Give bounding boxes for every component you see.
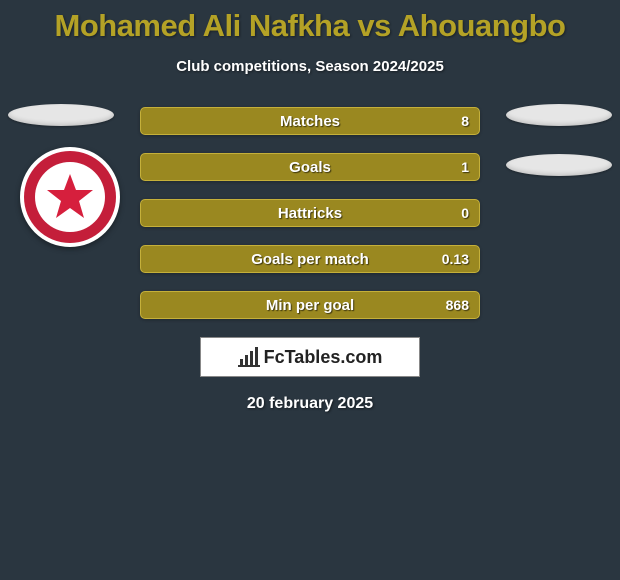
stat-value: 8 <box>461 113 469 129</box>
stat-row-mpg: Min per goal 868 <box>140 291 480 319</box>
page-title: Mohamed Ali Nafkha vs Ahouangbo <box>0 8 620 44</box>
player-slot-right-1 <box>506 104 612 126</box>
stat-row-goals: Goals 1 <box>140 153 480 181</box>
player-slot-right-2 <box>506 154 612 176</box>
stat-row-matches: Matches 8 <box>140 107 480 135</box>
stat-value: 868 <box>446 297 469 313</box>
club-badge <box>20 147 120 247</box>
stat-row-gpm: Goals per match 0.13 <box>140 245 480 273</box>
stat-value: 1 <box>461 159 469 175</box>
stat-label: Goals <box>289 159 331 176</box>
stat-label: Hattricks <box>278 205 342 222</box>
bar-chart-icon <box>238 347 260 367</box>
brand-text: FcTables.com <box>264 347 383 368</box>
player-slot-left <box>8 104 114 126</box>
stat-label: Goals per match <box>251 251 369 268</box>
stats-area: Matches 8 Goals 1 Hattricks 0 Goals per … <box>0 107 620 413</box>
stat-row-hattricks: Hattricks 0 <box>140 199 480 227</box>
stat-label: Matches <box>280 113 340 130</box>
page-subtitle: Club competitions, Season 2024/2025 <box>0 58 620 75</box>
stat-value: 0 <box>461 205 469 221</box>
stat-label: Min per goal <box>266 297 354 314</box>
stat-value: 0.13 <box>442 251 469 267</box>
date-text: 20 february 2025 <box>0 395 620 413</box>
brand-box: FcTables.com <box>200 337 420 377</box>
star-icon <box>45 172 95 222</box>
